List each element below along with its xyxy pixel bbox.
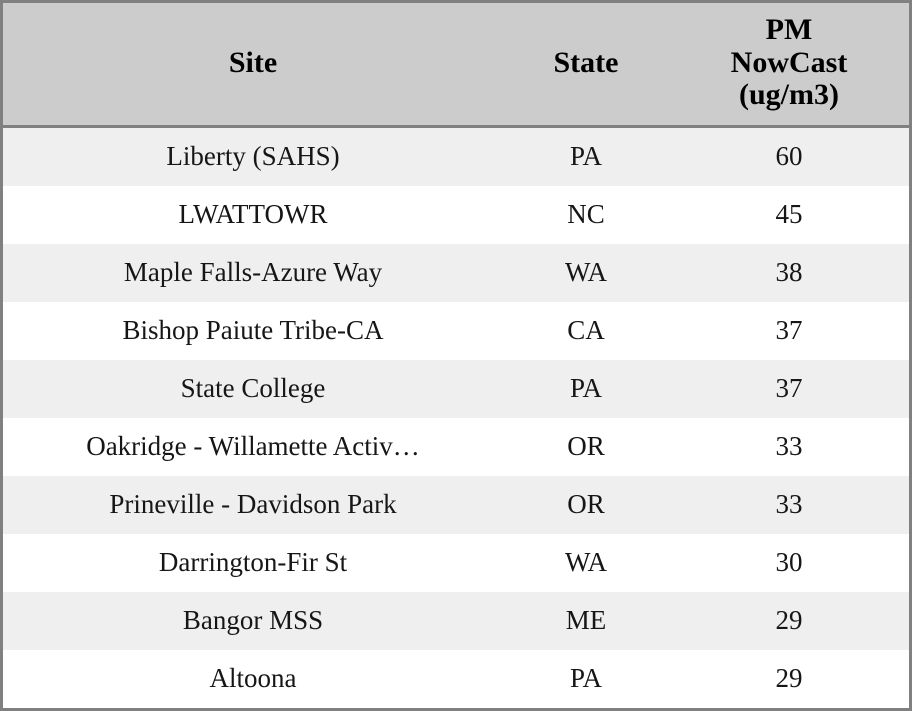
cell-site: Prineville - Davidson Park [109, 489, 397, 519]
cell-site: State College [180, 373, 326, 403]
column-header-pm-nowcast-line-2: NowCast [730, 45, 848, 79]
cell-pm-nowcast: 60 [775, 141, 803, 171]
cell-pm-nowcast: 37 [775, 315, 803, 345]
table-row: State College PA 37 [3, 359, 909, 418]
cell-site: Bangor MSS [182, 605, 324, 635]
cell-state: NC [567, 199, 605, 229]
cell-pm-nowcast: 30 [775, 547, 803, 577]
cell-state: OR [567, 489, 605, 519]
table-row: Prineville - Davidson Park OR 33 [3, 475, 909, 534]
cell-pm-nowcast: 29 [775, 605, 803, 635]
table-header: Site State PM NowCast (ug/m3) [3, 3, 909, 128]
cell-site: Liberty (SAHS) [166, 141, 340, 171]
column-header-state-line-1: State [553, 45, 619, 79]
cell-state: WA [565, 257, 607, 287]
cell-pm-nowcast: 33 [775, 431, 803, 461]
cell-site: Altoona [209, 663, 297, 693]
table-row: Maple Falls-Azure Way WA 38 [3, 243, 909, 302]
table-row: Oakridge - Willamette Activ… OR 33 [3, 417, 909, 476]
cell-pm-nowcast: 45 [775, 199, 803, 229]
table-body: Liberty (SAHS) PA 60 LWATTOWR NC 45 Mapl… [3, 126, 909, 708]
column-header-site: Site [3, 3, 503, 128]
table-header-row: Site State PM NowCast (ug/m3) [3, 3, 909, 128]
cell-state: PA [569, 663, 603, 693]
cell-site: Darrington-Fir St [158, 547, 348, 577]
cell-pm-nowcast: 33 [775, 489, 803, 519]
cell-pm-nowcast: 37 [775, 373, 803, 403]
table-row: Bangor MSS ME 29 [3, 591, 909, 650]
cell-state: PA [569, 141, 603, 171]
column-header-site-line-1: Site [228, 45, 278, 79]
cell-site: Bishop Paiute Tribe-CA [122, 315, 384, 345]
table-row: Darrington-Fir St WA 30 [3, 533, 909, 592]
cell-state: WA [565, 547, 607, 577]
column-header-state: State [503, 3, 669, 128]
cell-state: CA [567, 315, 605, 345]
column-header-pm-nowcast-line-3: (ug/m3) [739, 77, 839, 111]
column-header-pm-nowcast: PM NowCast (ug/m3) [669, 3, 909, 128]
cell-site: Oakridge - Willamette Activ… [86, 431, 420, 461]
table-row: Bishop Paiute Tribe-CA CA 37 [3, 301, 909, 360]
pm-nowcast-table: Site State PM NowCast (ug/m3) Liberty (S… [3, 3, 909, 708]
table-row: Altoona PA 29 [3, 649, 909, 708]
cell-pm-nowcast: 38 [775, 257, 803, 287]
cell-site: Maple Falls-Azure Way [123, 257, 383, 287]
table-row: LWATTOWR NC 45 [3, 185, 909, 244]
cell-state: ME [565, 605, 607, 635]
cell-pm-nowcast: 29 [775, 663, 803, 693]
table-row: Liberty (SAHS) PA 60 [3, 126, 909, 186]
cell-state: PA [569, 373, 603, 403]
cell-state: OR [567, 431, 605, 461]
cell-site: LWATTOWR [178, 199, 328, 229]
column-header-pm-nowcast-line-1: PM [765, 13, 813, 47]
